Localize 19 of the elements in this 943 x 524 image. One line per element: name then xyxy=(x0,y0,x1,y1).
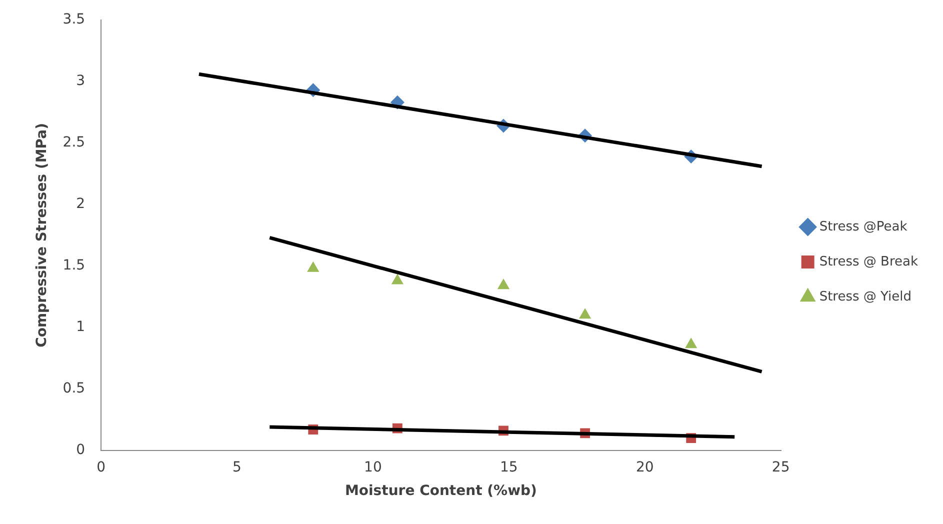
y-tick-label: 3.5 xyxy=(62,12,86,28)
y-tick-label: 3 xyxy=(76,73,86,90)
legend-label: Stress @Peak xyxy=(819,219,908,234)
x-tick-label: 25 xyxy=(772,459,790,476)
x-tick-label: 20 xyxy=(636,459,654,476)
x-tick-label: 0 xyxy=(96,459,106,476)
y-tick-label: 0.5 xyxy=(62,380,86,397)
x-tick-label: 15 xyxy=(500,459,518,476)
x-tick-label: 5 xyxy=(232,459,242,476)
y-tick-label: 2 xyxy=(76,196,86,212)
y-tick-label: 1 xyxy=(76,319,86,336)
y-tick-label: 2.5 xyxy=(62,134,86,151)
x-axis-title: Moisture Content (%wb) xyxy=(344,483,537,500)
x-tick-label: 10 xyxy=(364,459,382,476)
y-axis-title: Compressive Stresses (MPa) xyxy=(34,122,50,348)
y-tick-label: 1.5 xyxy=(62,258,86,274)
y-tick-label: 0 xyxy=(76,442,86,458)
legend-label: Stress @ Break xyxy=(819,254,918,270)
legend-label: Stress @ Yield xyxy=(819,289,912,304)
